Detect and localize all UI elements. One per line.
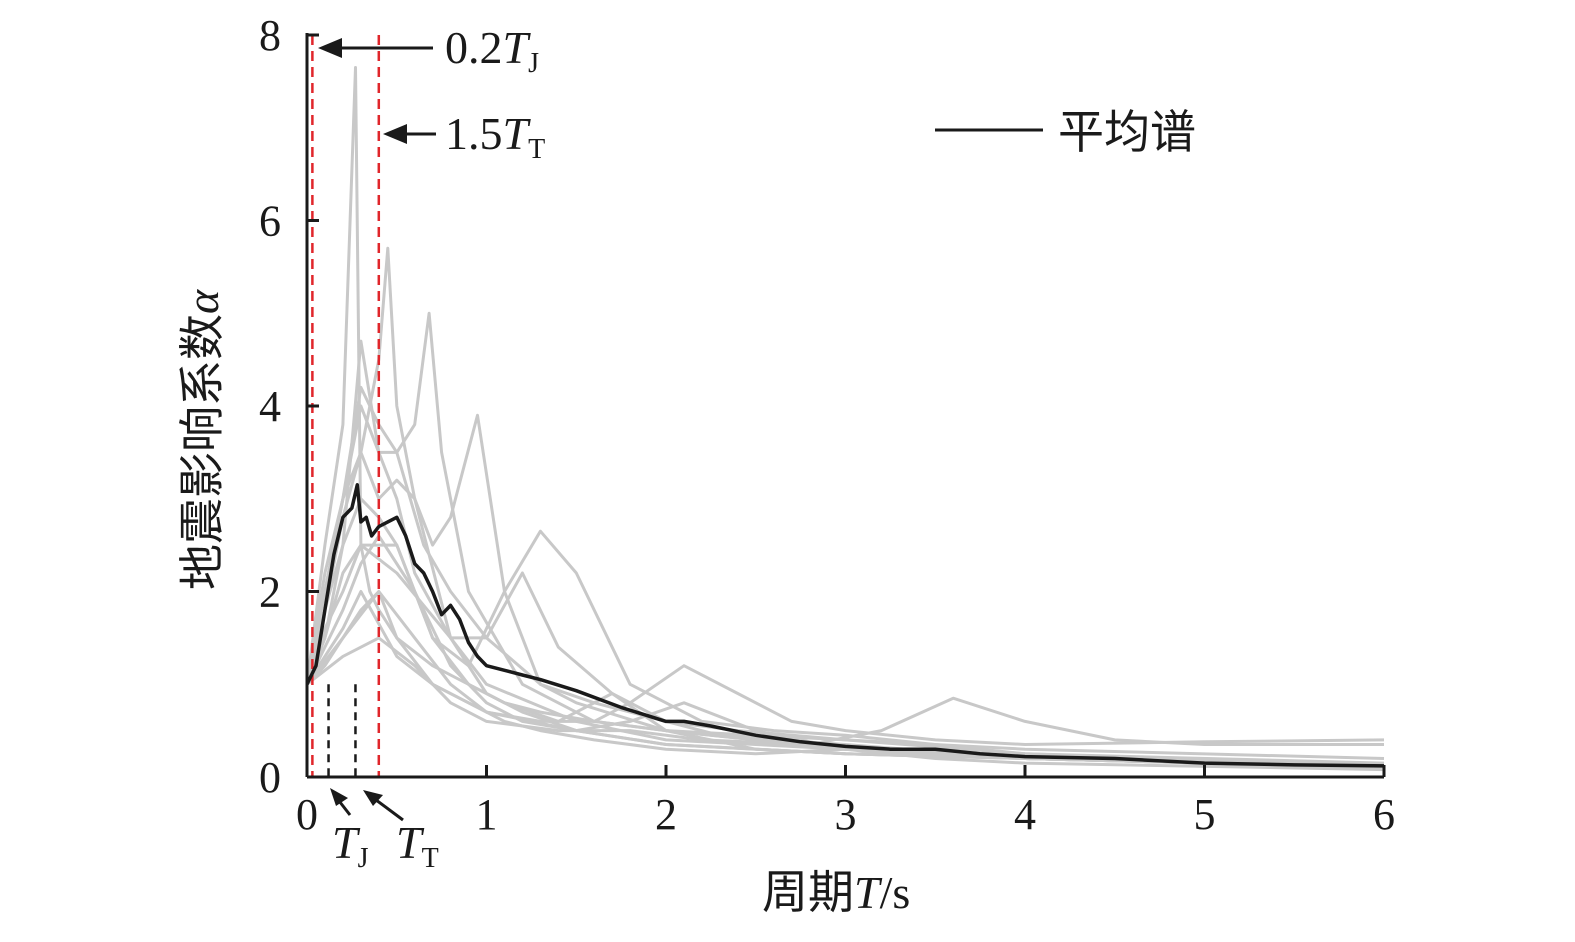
annot-tt: TT <box>396 817 439 874</box>
record-series-8 <box>306 636 1384 746</box>
y-tick-label: 0 <box>259 753 281 802</box>
arrowhead-tj <box>330 788 348 806</box>
record-series-5 <box>305 529 1385 768</box>
y-tick-label: 8 <box>259 11 281 60</box>
x-tick-label: 5 <box>1194 790 1216 839</box>
x-axis-title: 周期T/s <box>762 867 910 918</box>
y-tick-label: 6 <box>259 197 281 246</box>
axes <box>305 33 1386 779</box>
mean-series-line <box>305 483 1385 768</box>
tick-labels: 0 1 2 3 4 5 6 0 2 4 6 8 <box>259 11 1395 839</box>
y-tick-label: 2 <box>259 568 281 617</box>
record-series-2 <box>305 246 1385 770</box>
annotations: 0.2TJ 1.5TT TJ TT <box>318 22 545 874</box>
arrowhead-tt <box>363 790 383 806</box>
y-tick-label: 4 <box>259 382 281 431</box>
x-tick-label: 0 <box>296 790 318 839</box>
x-tick-label: 6 <box>1373 790 1395 839</box>
annot-0.2tj: 0.2TJ <box>445 22 539 79</box>
legend-label: 平均谱 <box>1058 107 1196 158</box>
record-spectra <box>305 66 1385 772</box>
record-series-12 <box>305 590 1385 772</box>
x-tick-label: 4 <box>1014 790 1036 839</box>
y-axis-title: 地震影响系数α <box>177 289 228 590</box>
record-series-11 <box>305 534 1385 768</box>
mean-spectrum <box>305 483 1385 768</box>
annot-1.5tt: 1.5TT <box>445 108 545 165</box>
record-series-13 <box>305 385 1385 760</box>
arrowhead-1.5tt <box>383 124 407 144</box>
annot-tj: TJ <box>332 817 369 874</box>
record-series-6 <box>305 543 1385 768</box>
x-tick-label: 3 <box>835 790 857 839</box>
record-series-7 <box>305 590 1385 746</box>
legend: 平均谱 <box>935 107 1196 158</box>
arrowhead-0.2tj <box>318 38 342 58</box>
record-series-14 <box>305 497 1385 765</box>
x-tick-label: 1 <box>476 790 498 839</box>
x-tick-label: 2 <box>655 790 677 839</box>
